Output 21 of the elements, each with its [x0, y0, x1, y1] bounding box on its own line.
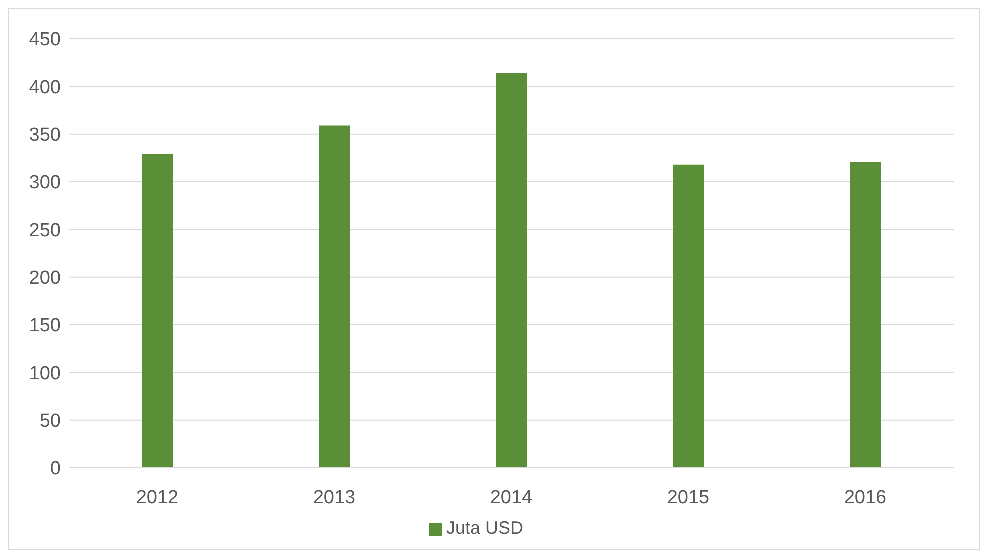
y-tick-label: 100 — [29, 363, 61, 384]
y-tick-label: 50 — [40, 411, 61, 432]
x-tick-label: 2014 — [490, 487, 534, 508]
y-tick-label: 400 — [29, 77, 61, 98]
y-tick-label: 200 — [29, 268, 61, 290]
y-tick-label: 0 — [50, 458, 61, 480]
y-tick-label: 150 — [29, 316, 61, 337]
bar — [319, 126, 350, 468]
y-tick-label: 300 — [29, 172, 61, 194]
bar — [496, 73, 527, 468]
y-tick-label: 250 — [29, 220, 61, 242]
legend-label: Juta USD — [446, 518, 524, 538]
bar — [673, 164, 704, 468]
bar — [850, 162, 881, 468]
bar — [142, 154, 173, 468]
x-tick-label: 2016 — [844, 487, 887, 508]
x-tick-label: 2015 — [667, 487, 710, 508]
y-tick-label: 450 — [29, 30, 61, 51]
x-tick-label: 2012 — [136, 487, 179, 508]
y-tick-label: 350 — [29, 125, 61, 146]
x-tick-label: 2013 — [313, 487, 356, 508]
